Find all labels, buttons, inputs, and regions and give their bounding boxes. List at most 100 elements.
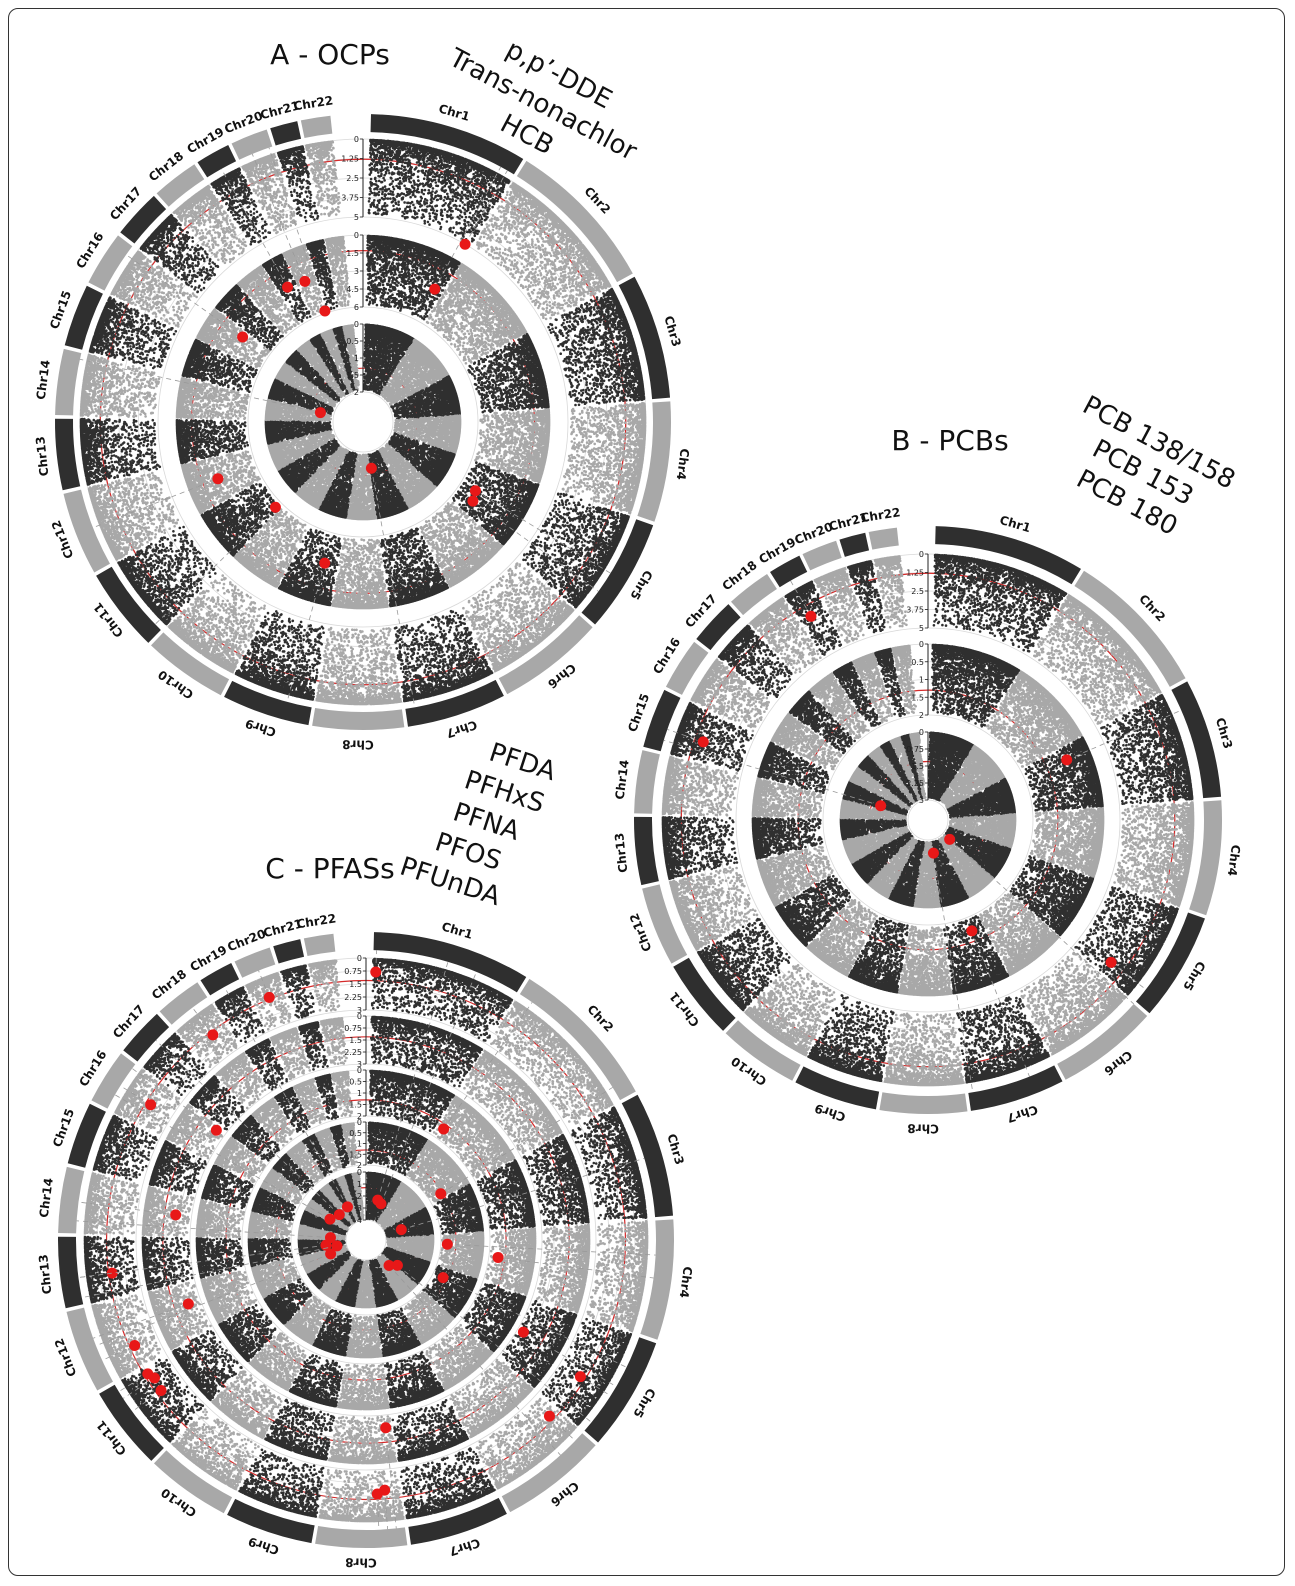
- chromosome-label: Chr22: [296, 911, 338, 931]
- tick-label: 5: [919, 624, 924, 633]
- tick-label: 0.75: [344, 1024, 362, 1033]
- significant-hit: [966, 925, 977, 936]
- tick-label: 0.5: [911, 658, 924, 667]
- chromosome-band: [273, 939, 304, 963]
- tick-label: 1: [354, 354, 359, 363]
- tick-label: 3.75: [341, 194, 359, 203]
- chromosome-band: [315, 1526, 407, 1548]
- significant-hit: [129, 1340, 140, 1351]
- chromosome-label: Chr13: [612, 832, 630, 873]
- significant-hit: [370, 967, 381, 978]
- snp-points: [381, 529, 447, 606]
- significant-hit: [334, 1209, 345, 1220]
- significant-hit: [805, 611, 816, 622]
- tick-label: 1.5: [349, 980, 362, 989]
- chromosome-label: Chr7: [1005, 1102, 1039, 1125]
- chromosome-label: Chr22: [860, 505, 902, 525]
- chromosome-label: Chr20: [225, 927, 267, 955]
- snp-points: [339, 1364, 389, 1409]
- significant-hit: [375, 1198, 386, 1209]
- significant-hit: [319, 558, 330, 569]
- snp-points: [395, 611, 492, 701]
- tick-label: 1.25: [906, 569, 924, 578]
- tick-label: 0.5: [349, 1129, 362, 1138]
- significant-hit: [438, 1123, 449, 1134]
- tick-label: 1.5: [349, 1150, 362, 1159]
- tick-label: 1.25: [341, 155, 359, 164]
- chromosome-label: Chr14: [613, 759, 632, 800]
- significant-hit: [299, 276, 310, 287]
- chromosome-band: [232, 129, 273, 159]
- tick-label: 0: [919, 640, 924, 649]
- chromosome-label: Chr14: [37, 1177, 56, 1218]
- chromosome-label: Chr7: [444, 718, 478, 741]
- chromosome-label: Chr15: [625, 692, 652, 734]
- center-hole: [909, 801, 947, 839]
- tick-label: 0: [357, 1168, 362, 1177]
- chromosome-band: [839, 533, 869, 557]
- chromosome-band: [634, 750, 660, 814]
- chromosome-band: [879, 1092, 967, 1114]
- snp-points: [899, 927, 951, 996]
- snp-points: [177, 378, 248, 419]
- tick-label: 0: [354, 231, 359, 240]
- chromosome-band: [58, 1237, 83, 1309]
- significant-hit: [264, 992, 275, 1003]
- tick-label: 0: [919, 550, 924, 559]
- tick-label: 1.5: [349, 1101, 362, 1110]
- panel-c-title: C - PFASs: [265, 852, 394, 885]
- chromosome-label: Chr8: [342, 737, 374, 751]
- significant-hit: [392, 1260, 403, 1271]
- significant-hit: [493, 1252, 504, 1263]
- panel-b-compound-list: PCB 138/158 PCB 153 PCB 180: [1046, 390, 1240, 555]
- chromosome-label: Chr15: [47, 289, 74, 331]
- significant-hit: [331, 1240, 342, 1251]
- tick-label: 0: [357, 1066, 362, 1075]
- tick-label: 1.5: [911, 762, 924, 771]
- tick-label: 0.75: [906, 745, 924, 754]
- chromosome-label: Chr15: [50, 1107, 77, 1149]
- significant-hit: [366, 463, 377, 474]
- chromosome-band: [634, 817, 659, 885]
- significant-hit: [282, 282, 293, 293]
- significant-hit: [438, 1272, 449, 1283]
- tick-label: 2.25: [344, 1048, 362, 1057]
- chromosome-band: [55, 349, 81, 416]
- tick-label: 0: [357, 954, 362, 963]
- significant-hit: [372, 1489, 383, 1500]
- significant-hit: [396, 1224, 407, 1235]
- chromosome-band: [312, 708, 404, 730]
- panel-c-compound-list: PFDA PFHxS PFNA PFOS PFUnDA: [396, 722, 559, 916]
- chromosome-label: Chr12: [627, 911, 655, 953]
- tick-label: 2: [919, 711, 924, 720]
- significant-hit: [320, 1240, 331, 1251]
- significant-hit: [875, 800, 886, 811]
- chromosome-label: Chr8: [345, 1555, 377, 1569]
- center-hole: [347, 1221, 385, 1259]
- significant-hit: [342, 1201, 353, 1212]
- significant-hit: [429, 284, 440, 295]
- snp-points: [177, 420, 248, 463]
- panel-b-title: B - PCBs: [891, 424, 1008, 457]
- chromosome-label: Chr22: [293, 93, 335, 113]
- tick-label: 6: [354, 303, 359, 312]
- snp-points: [672, 703, 753, 770]
- significant-hit: [107, 1268, 118, 1279]
- chromosome-band: [301, 116, 332, 138]
- significant-hit: [435, 1188, 446, 1199]
- significant-hit: [1106, 957, 1117, 968]
- snp-points: [478, 1160, 534, 1228]
- chromosome-band: [869, 528, 899, 550]
- chromosome-band: [235, 947, 276, 977]
- tick-label: 1: [357, 1140, 362, 1149]
- tick-label: 1.5: [349, 1036, 362, 1045]
- tick-label: 3: [354, 267, 359, 276]
- significant-hit: [380, 1422, 391, 1433]
- chromosome-label: Chr8: [907, 1121, 939, 1135]
- chromosome-label: Chr3: [664, 1132, 686, 1166]
- significant-hit: [944, 834, 955, 845]
- significant-hit: [156, 1385, 167, 1396]
- tick-label: 2.5: [911, 587, 924, 596]
- chromosome-label: Chr9: [246, 1534, 280, 1557]
